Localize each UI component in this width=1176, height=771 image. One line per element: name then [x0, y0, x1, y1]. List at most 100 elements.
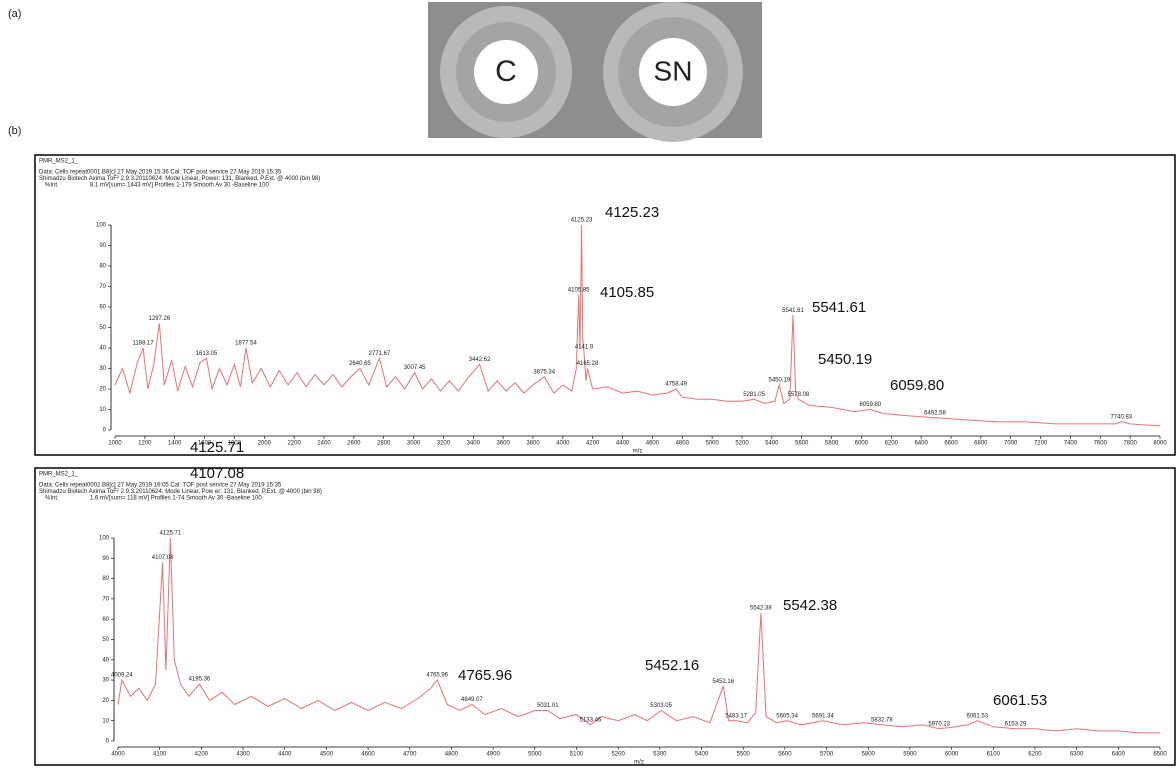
y-tick-label: 70	[99, 284, 106, 290]
acquisition-info: 8.1 mV[sum= 1443 mV] Profiles 1-179 Smoo…	[90, 183, 269, 189]
x-tick-label: 5400	[765, 441, 779, 447]
x-tick-label: 4500	[320, 752, 334, 758]
peak-callout: 4105.85	[600, 284, 654, 301]
y-tick-label: 90	[102, 556, 109, 562]
peak-label: 3875.34	[533, 369, 555, 375]
peak-label: 4125.23	[571, 218, 593, 224]
y-axis-label: %Int.	[45, 183, 59, 189]
x-tick-label: 5400	[695, 752, 709, 758]
peak-callout: 4125.23	[605, 204, 659, 221]
x-tick-label: 4800	[676, 441, 690, 447]
x-tick-label: 6100	[987, 752, 1001, 758]
y-tick-label: 20	[102, 698, 109, 704]
y-axis-label: %Int.	[45, 496, 59, 502]
x-tick-label: 3800	[526, 441, 540, 447]
x-tick-label: 4200	[586, 441, 600, 447]
x-tick-label: 6500	[1153, 752, 1167, 758]
x-tick-label: 6400	[914, 441, 928, 447]
peak-label: 1297.26	[149, 316, 171, 322]
peak-label: 5542.38	[750, 606, 772, 612]
x-tick-label: 7400	[1064, 441, 1078, 447]
peak-label: 2640.65	[349, 361, 371, 367]
x-tick-label: 3000	[407, 441, 421, 447]
panel-label: (a)	[8, 8, 21, 20]
peak-label: 6059.80	[860, 402, 882, 408]
x-tick-label: 5300	[653, 752, 667, 758]
y-tick-label: 60	[99, 305, 106, 311]
y-tick-label: 30	[102, 678, 109, 684]
peak-label: 5605.34	[776, 713, 798, 719]
x-tick-label: 3200	[437, 441, 451, 447]
x-tick-label: 4800	[445, 752, 459, 758]
x-tick-label: 5800	[825, 441, 839, 447]
peak-label: 4758.49	[665, 382, 687, 388]
peak-label: 4125.71	[160, 531, 182, 537]
disk-label: SN	[654, 55, 693, 86]
x-tick-label: 4400	[616, 441, 630, 447]
x-tick-label: 2400	[317, 441, 331, 447]
x-tick-label: 7800	[1123, 441, 1137, 447]
x-tick-label: 4600	[361, 752, 375, 758]
y-tick-label: 30	[99, 366, 106, 372]
y-tick-label: 20	[99, 387, 106, 393]
y-tick-label: 90	[99, 243, 106, 249]
x-tick-label: 6000	[945, 752, 959, 758]
peak-callout: 5541.61	[812, 299, 866, 316]
spectrum-line	[115, 225, 1160, 426]
peak-label: 5541.61	[782, 308, 804, 314]
x-tick-label: 6300	[1070, 752, 1084, 758]
y-tick-label: 80	[102, 576, 109, 582]
y-tick-label: 70	[102, 596, 109, 602]
peak-callout: 5450.19	[818, 351, 872, 368]
x-axis-label: m/z	[633, 449, 643, 455]
x-tick-label: 5200	[611, 752, 625, 758]
peak-label: 5031.01	[537, 703, 559, 709]
peak-label: 4141.9	[575, 345, 594, 351]
x-tick-label: 2000	[258, 441, 272, 447]
x-tick-label: 6200	[1028, 752, 1042, 758]
y-tick-label: 80	[99, 264, 106, 270]
peak-label: 5281.05	[743, 392, 765, 398]
peak-label: 5303.05	[650, 703, 672, 709]
header-line: Shimadzu Biotech Axima ToF² 2.9.3.201106…	[39, 489, 322, 495]
x-tick-label: 1000	[108, 441, 122, 447]
y-tick-label: 100	[96, 223, 107, 229]
chart-title: PMR_MS2_1_	[39, 472, 79, 478]
peak-label: 4165.28	[577, 361, 599, 367]
panel-label: (b)	[8, 125, 21, 137]
peak-label: 5452.16	[712, 679, 734, 685]
peak-label: 1613.05	[196, 351, 218, 357]
peak-callout: 6059.80	[890, 377, 944, 394]
peak-callout: 4125.71	[190, 439, 244, 456]
peak-callout: 4107.08	[190, 465, 244, 482]
peak-label: 5578.08	[788, 392, 810, 398]
x-tick-label: 1400	[168, 441, 182, 447]
peak-callout: 5542.38	[783, 597, 837, 614]
x-tick-label: 5700	[820, 752, 834, 758]
peak-callout: 5452.16	[645, 657, 699, 674]
acquisition-info: 1.6 mV[sum= 118 mV] Profiles 1-74 Smooth…	[90, 496, 262, 502]
peak-label: 5450.19	[768, 377, 790, 383]
x-tick-label: 1200	[138, 441, 152, 447]
figure: (a) (b) C SN PMR_MS2_1_Data: Cells repea…	[0, 0, 1176, 766]
chart-frame	[35, 155, 1175, 455]
header-line: Data: Cells repeat0002.B8[c] 27 May 2019…	[39, 483, 282, 489]
y-tick-label: 100	[99, 536, 110, 542]
y-tick-label: 60	[102, 617, 109, 623]
x-tick-label: 5100	[570, 752, 584, 758]
x-tick-label: 2200	[287, 441, 301, 447]
x-tick-label: 4900	[486, 752, 500, 758]
y-tick-label: 0	[106, 739, 110, 745]
peak-label: 5133.46	[580, 717, 602, 723]
y-tick-label: 0	[103, 428, 107, 434]
x-tick-label: 5600	[778, 752, 792, 758]
x-tick-label: 5900	[903, 752, 917, 758]
peak-label: 4107.08	[152, 555, 174, 561]
peak-label: 4765.96	[426, 673, 448, 679]
x-tick-label: 4400	[278, 752, 292, 758]
x-tick-label: 6000	[855, 441, 869, 447]
x-tick-label: 6400	[1112, 752, 1126, 758]
x-tick-label: 4700	[403, 752, 417, 758]
peak-label: 5970.23	[928, 721, 950, 727]
x-tick-label: 4200	[195, 752, 209, 758]
